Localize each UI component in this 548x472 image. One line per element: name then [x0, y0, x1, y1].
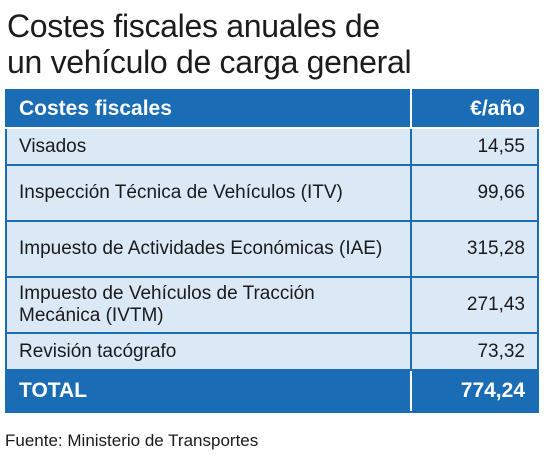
table-row: Inspección Técnica de Vehículos (ITV) 99…	[5, 164, 539, 222]
source-note: Fuente: Ministerio de Transportes	[5, 430, 258, 452]
source-name: Ministerio de Transportes	[67, 431, 259, 450]
title-line-2: un vehículo de carga general	[7, 44, 412, 80]
total-row: TOTAL 774,24	[5, 369, 539, 413]
costs-table: Costes fiscales €/año Visados 14,55 Insp…	[5, 89, 539, 413]
table-row: Impuesto de Vehículos de Tracción Mecáni…	[5, 276, 539, 334]
row-value: 73,32	[410, 332, 539, 371]
table-row: Impuesto de Actividades Económicas (IAE)…	[5, 220, 539, 278]
table-header-row: Costes fiscales €/año	[5, 89, 539, 129]
row-value: 271,43	[410, 276, 539, 334]
row-label: Inspección Técnica de Vehículos (ITV)	[5, 164, 412, 222]
source-prefix: Fuente:	[5, 431, 63, 450]
row-label: Impuesto de Vehículos de Tracción Mecáni…	[5, 276, 412, 334]
table-row: Revisión tacógrafo 73,32	[5, 332, 539, 371]
table-row: Visados 14,55	[5, 127, 539, 166]
page-title: Costes fiscales anuales de un vehículo d…	[7, 8, 543, 80]
total-label: TOTAL	[5, 369, 412, 413]
row-value: 99,66	[410, 164, 539, 222]
row-label: Revisión tacógrafo	[5, 332, 412, 371]
row-value: 315,28	[410, 220, 539, 278]
row-label: Visados	[5, 127, 412, 166]
row-label: Impuesto de Actividades Económicas (IAE)	[5, 220, 412, 278]
column-header-concept: Costes fiscales	[5, 89, 412, 129]
total-value: 774,24	[410, 369, 539, 413]
title-line-1: Costes fiscales anuales de	[7, 8, 380, 44]
row-value: 14,55	[410, 127, 539, 166]
column-header-amount: €/año	[410, 89, 539, 129]
